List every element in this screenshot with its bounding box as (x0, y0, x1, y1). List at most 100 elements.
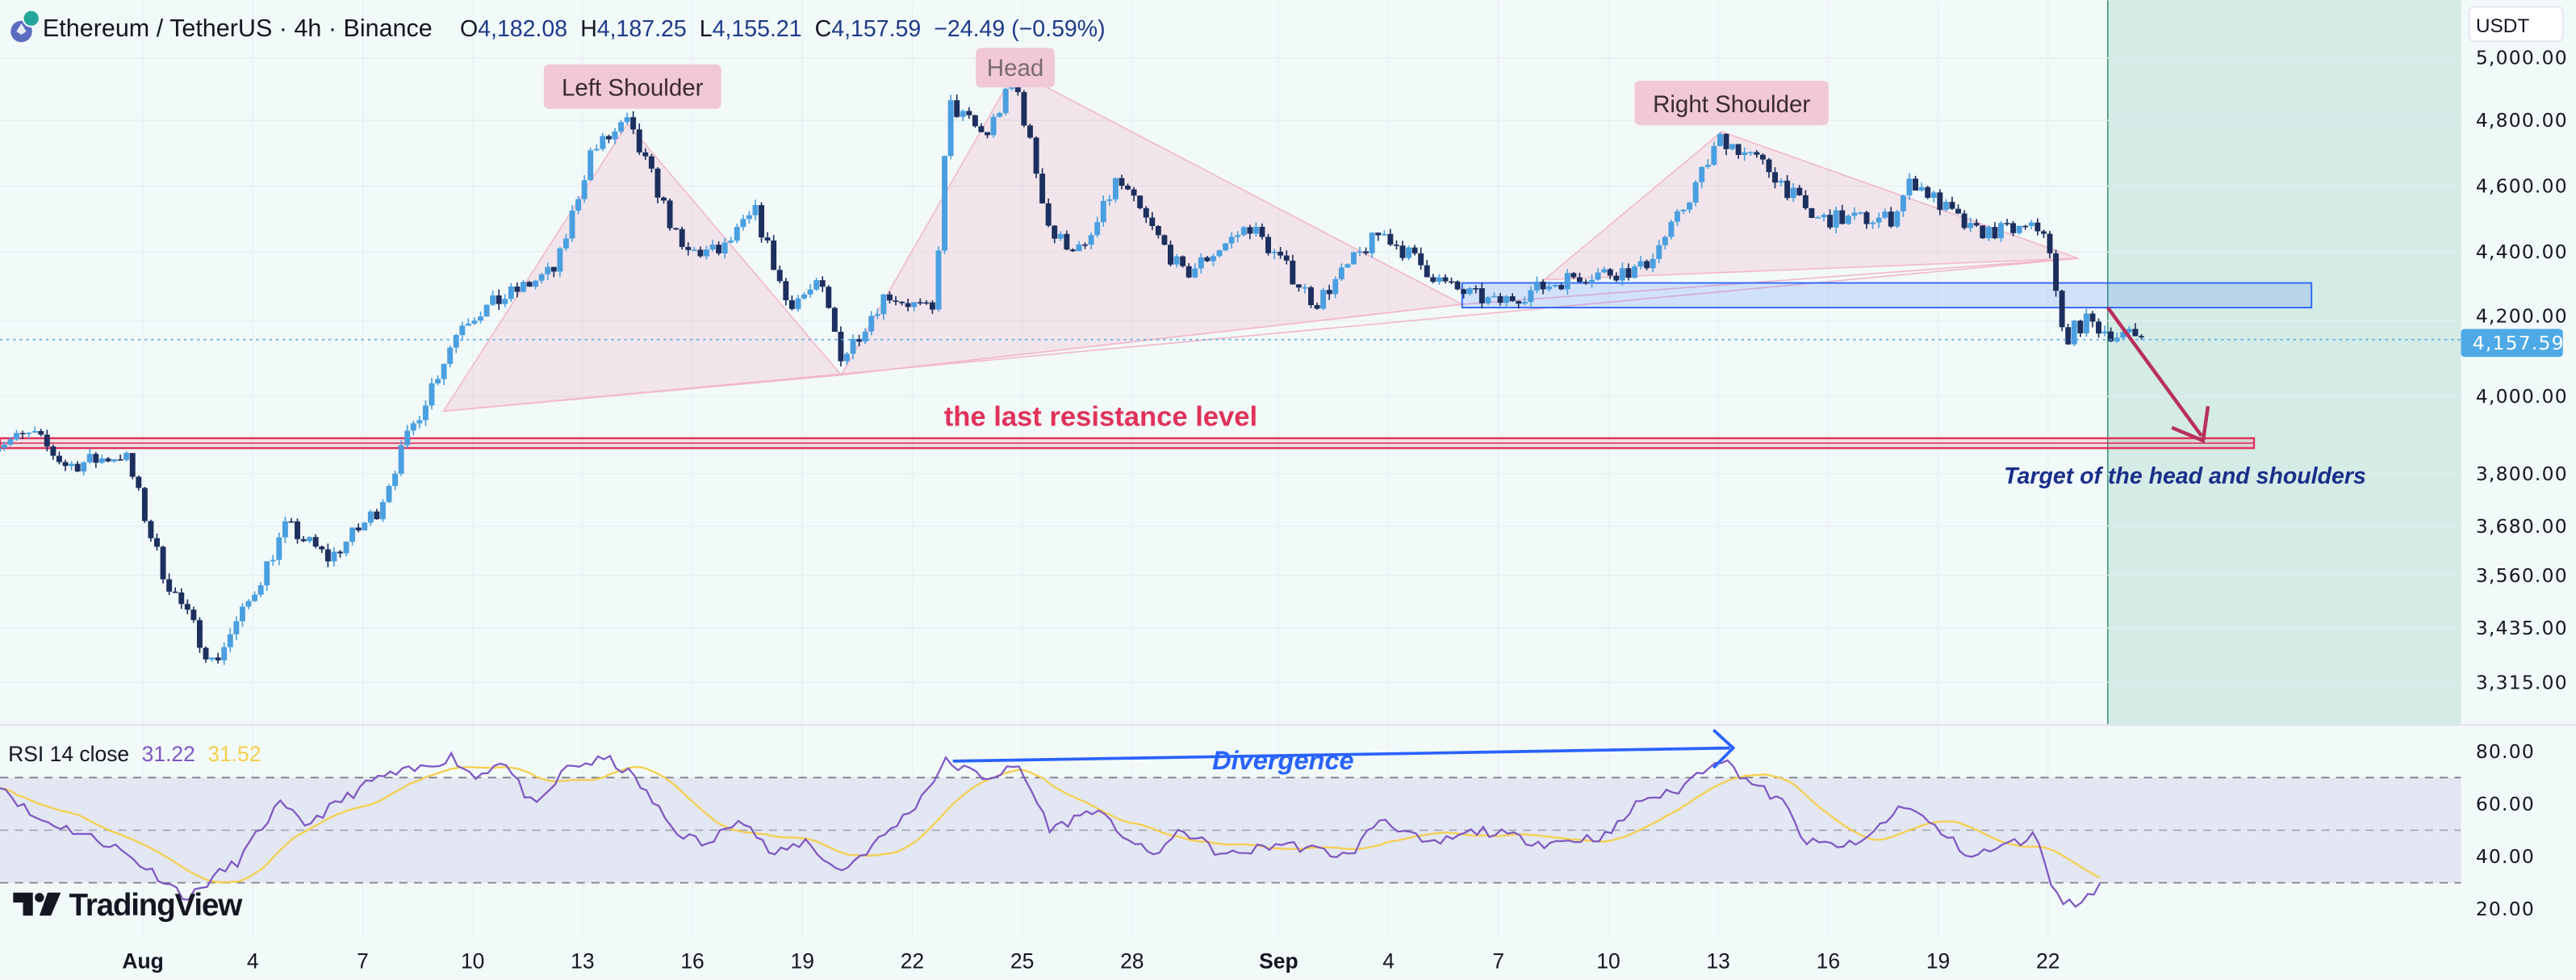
candle (886, 291, 893, 304)
candle (1668, 220, 1675, 240)
candle (2089, 311, 2096, 328)
candle (367, 509, 374, 526)
candle-body (1411, 247, 1418, 253)
candle-body (1290, 260, 1296, 285)
candle (1516, 300, 1522, 309)
candle-body (227, 634, 233, 647)
rsi-ticks: 80.00 60.00 40.00 20.00 (2476, 740, 2534, 920)
target-label[interactable]: Target of the head and shoulders (2004, 463, 2366, 489)
candle-body (429, 383, 435, 406)
tradingview-logo[interactable]: TradingView (13, 888, 244, 923)
candle-body (136, 476, 142, 488)
candle-body (245, 601, 252, 607)
candle-body (776, 270, 783, 282)
candle-body (1033, 137, 1039, 174)
candle-body (636, 129, 642, 153)
candle (1271, 249, 1278, 259)
candle (673, 227, 680, 231)
candle (282, 517, 288, 544)
candle (2047, 231, 2053, 258)
candle-body (771, 240, 777, 270)
candle-body (588, 150, 594, 181)
candle (2010, 220, 2017, 237)
candle (1973, 219, 1980, 228)
candle-body (2101, 331, 2108, 334)
candle (1314, 302, 1320, 310)
head-label-box (976, 48, 1055, 88)
candle (954, 94, 960, 118)
candle (880, 293, 887, 320)
candle (636, 123, 642, 155)
price-axis[interactable] (2461, 0, 2576, 980)
candle-body (2065, 327, 2072, 345)
candle-body (648, 156, 654, 169)
price-tick-label: 4,200.00 (2476, 304, 2568, 327)
candle-body (1235, 235, 1241, 237)
candle-body (972, 115, 978, 127)
target-arrow[interactable] (2106, 306, 2210, 444)
candle (1461, 288, 1467, 299)
candle-body (783, 281, 789, 300)
candle (1839, 204, 1846, 225)
candle-body (324, 549, 331, 562)
head-label[interactable]: Head (976, 48, 1055, 88)
candle-body (795, 298, 801, 309)
candle (1742, 147, 1748, 161)
candle-body (2040, 231, 2047, 234)
candle-body (1882, 211, 1888, 218)
candle (1601, 266, 1608, 274)
candle-body (1442, 277, 1449, 282)
candle-body (1668, 221, 1675, 237)
candle (899, 301, 905, 306)
candle (227, 628, 233, 652)
candle-body (172, 591, 178, 593)
right-shoulder-label[interactable]: Right Shoulder (1634, 81, 1829, 126)
candle (2059, 289, 2065, 332)
right-shoulder-text: Right Shoulder (1653, 91, 1810, 118)
resistance-label[interactable]: the last resistance level (944, 402, 1257, 433)
candle (893, 295, 899, 306)
rsi-legend[interactable]: RSI 14 close 31.22 31.52 (8, 742, 261, 766)
candle (1723, 133, 1729, 156)
candle-body (1942, 202, 1949, 210)
candle (1985, 224, 1992, 241)
candle (1149, 211, 1156, 231)
candle (31, 426, 38, 433)
candle (1473, 285, 1479, 294)
symbol-header[interactable]: Ethereum / TetherUS · 4h · Binance O4,18… (10, 9, 1106, 43)
left-shoulder-label[interactable]: Left Shoulder (543, 64, 721, 109)
price-tick-label: 3,680.00 (2476, 515, 2568, 538)
price-tick-label: 3,315.00 (2476, 671, 2568, 693)
arrow-head-icon (1712, 728, 1736, 769)
candle (1161, 234, 1168, 246)
high-value: 4,187.25 (597, 16, 687, 42)
candle-body (2059, 291, 2065, 328)
time-axis[interactable]: Aug 4 7 10 13 16 19 22 25 28 Sep 4 7 10 13 16 19 22 (122, 949, 2060, 973)
candle (972, 115, 978, 128)
candle (148, 519, 154, 542)
candle-body (581, 180, 588, 199)
candle (514, 282, 521, 298)
candle (1680, 209, 1687, 215)
time-tick-label: Sep (1259, 949, 1298, 973)
candle (496, 289, 502, 310)
divergence-arrow[interactable] (952, 728, 1736, 769)
candle (1583, 279, 1589, 285)
candle (1747, 151, 1754, 157)
right-shoulder-triangle[interactable] (1542, 131, 2079, 281)
candle-body (2016, 225, 2022, 233)
neckline-zone-rectangle[interactable] (1461, 282, 2313, 308)
candle-body (1216, 250, 1223, 257)
candle-body (905, 303, 911, 308)
time-tick-label: 28 (1120, 949, 1144, 973)
divergence-label[interactable]: Divergence (1212, 746, 1354, 775)
candle-body (1228, 237, 1235, 244)
candle (1290, 254, 1296, 285)
candle-body (2028, 222, 2034, 226)
currency-button[interactable]: USDT (2468, 6, 2564, 43)
candle-body (2010, 223, 2017, 233)
candle-body (1675, 211, 1680, 222)
candle (1564, 269, 1570, 295)
candle-body (600, 136, 606, 149)
